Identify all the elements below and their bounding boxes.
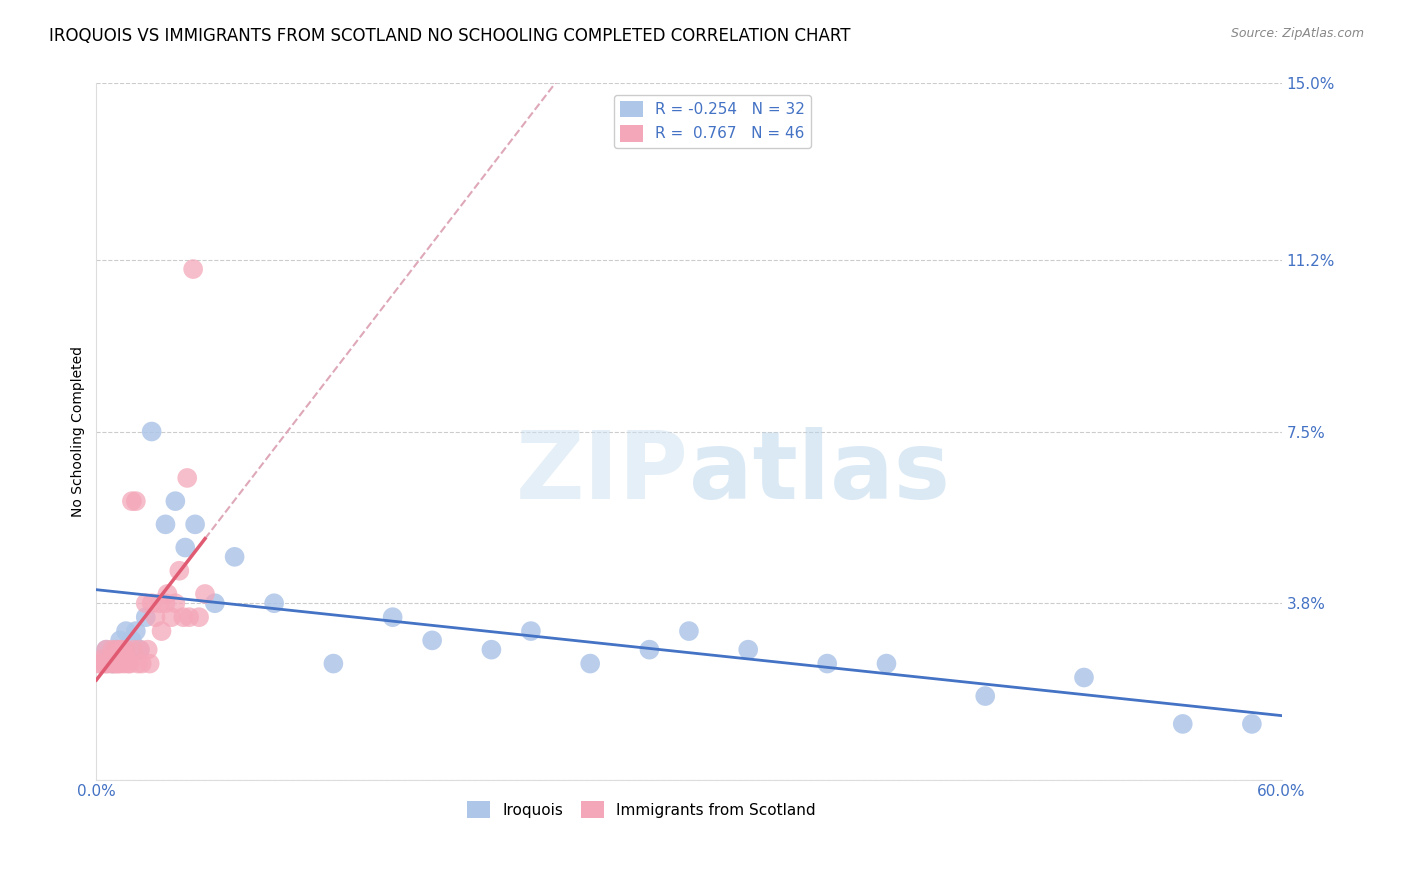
Point <box>93 657 115 671</box>
Point <box>579 657 602 671</box>
Point <box>155 596 177 610</box>
Point <box>172 610 194 624</box>
Point <box>101 657 124 671</box>
Point <box>105 642 128 657</box>
Point <box>1171 717 1194 731</box>
Point <box>125 494 148 508</box>
Point <box>89 657 111 671</box>
Point <box>105 642 128 657</box>
Point <box>160 610 183 624</box>
Point <box>107 657 129 671</box>
Point <box>678 624 700 639</box>
Point <box>204 596 226 610</box>
Point <box>121 494 143 508</box>
Point <box>97 657 120 671</box>
Point <box>520 624 543 639</box>
Point <box>974 689 997 703</box>
Point <box>141 596 163 610</box>
Point <box>165 494 187 508</box>
Point <box>638 642 661 657</box>
Point <box>101 642 124 657</box>
Point <box>118 657 141 671</box>
Point <box>135 610 157 624</box>
Point <box>135 596 157 610</box>
Point <box>155 517 177 532</box>
Point <box>111 642 134 657</box>
Point <box>224 549 246 564</box>
Point <box>108 657 131 671</box>
Point <box>136 642 159 657</box>
Point <box>91 652 114 666</box>
Point <box>121 633 143 648</box>
Point <box>420 633 443 648</box>
Point <box>179 610 201 624</box>
Point <box>184 517 207 532</box>
Point <box>481 642 503 657</box>
Point <box>148 596 170 610</box>
Point <box>263 596 285 610</box>
Point <box>128 642 150 657</box>
Point <box>1073 671 1095 685</box>
Point <box>737 642 759 657</box>
Point <box>141 425 163 439</box>
Point <box>98 652 121 666</box>
Point <box>875 657 897 671</box>
Point <box>181 262 204 277</box>
Point <box>145 610 167 624</box>
Point <box>131 657 153 671</box>
Point <box>112 657 135 671</box>
Point <box>87 657 110 671</box>
Point <box>176 471 198 485</box>
Text: IROQUOIS VS IMMIGRANTS FROM SCOTLAND NO SCHOOLING COMPLETED CORRELATION CHART: IROQUOIS VS IMMIGRANTS FROM SCOTLAND NO … <box>49 27 851 45</box>
Legend: Iroquois, Immigrants from Scotland: Iroquois, Immigrants from Scotland <box>461 796 823 824</box>
Point <box>381 610 404 624</box>
Point <box>150 624 173 639</box>
Point <box>127 657 149 671</box>
Point <box>188 610 211 624</box>
Point <box>115 642 138 657</box>
Point <box>165 596 187 610</box>
Point <box>194 587 217 601</box>
Point <box>115 624 138 639</box>
Point <box>108 642 131 657</box>
Text: ZIP: ZIP <box>516 427 689 519</box>
Point <box>103 657 125 671</box>
Point <box>96 642 118 657</box>
Point <box>101 657 124 671</box>
Y-axis label: No Schooling Completed: No Schooling Completed <box>72 346 86 517</box>
Point <box>122 642 145 657</box>
Point <box>105 657 128 671</box>
Point <box>138 657 160 671</box>
Point <box>96 642 118 657</box>
Point <box>108 633 131 648</box>
Text: Source: ZipAtlas.com: Source: ZipAtlas.com <box>1230 27 1364 40</box>
Point <box>169 564 191 578</box>
Text: atlas: atlas <box>689 427 950 519</box>
Point <box>117 657 139 671</box>
Point <box>115 652 138 666</box>
Point <box>815 657 838 671</box>
Point <box>174 541 197 555</box>
Point <box>128 642 150 657</box>
Point <box>125 624 148 639</box>
Point <box>322 657 344 671</box>
Point <box>96 657 118 671</box>
Point <box>156 587 179 601</box>
Point <box>1240 717 1263 731</box>
